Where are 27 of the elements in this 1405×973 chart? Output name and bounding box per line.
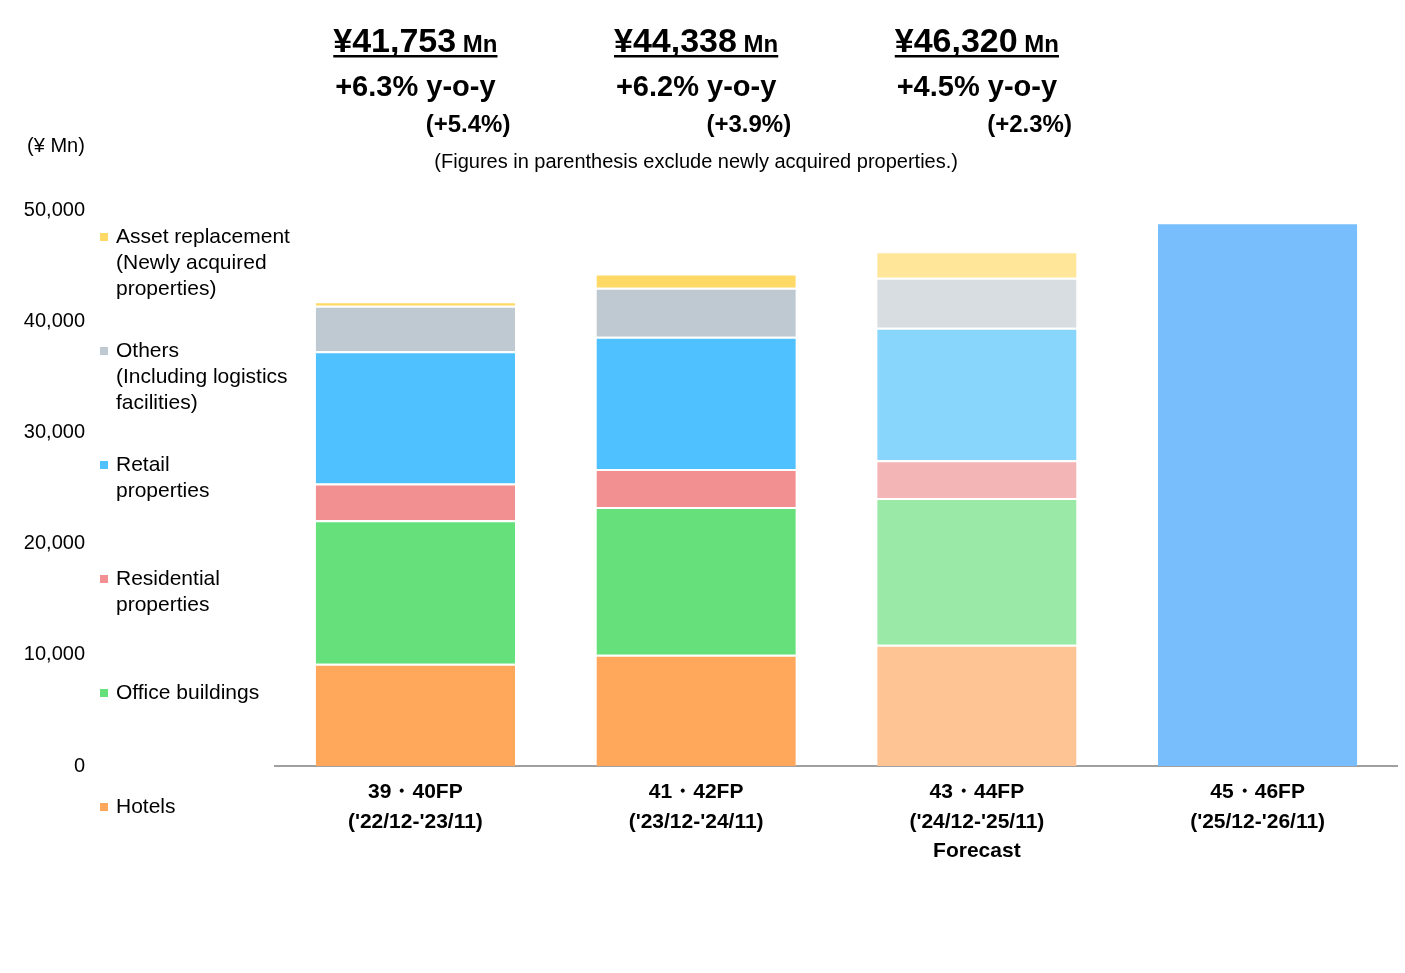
- legend-label: Residential properties: [116, 565, 220, 617]
- y-tick-label: 40,000: [23, 308, 85, 331]
- text: (+3.9%): [706, 110, 792, 137]
- legend-label: Office buildings: [116, 679, 260, 705]
- text: (+2.3%): [987, 110, 1072, 137]
- text: +4.5% y-o-y: [896, 70, 1058, 102]
- text: +6.3% y-o-y: [335, 70, 496, 102]
- legend-label: Asset replacement (Newly acquired properties): [116, 223, 290, 301]
- y-tick-label: 10,000: [23, 642, 85, 665]
- text: ¥44,338 Mn: [614, 21, 779, 59]
- text: (Figures in parenthesis exclude newly acquired properties.): [434, 150, 958, 172]
- text: (¥ Mn): [27, 134, 85, 156]
- x-tick-label: 45・46FP ('25/12-'26/11): [1190, 779, 1326, 832]
- y-tick-label: 30,000: [23, 419, 85, 442]
- legend-label: Others (Including logistics facilities): [116, 337, 288, 415]
- text: +6.2% y-o-y: [615, 70, 777, 102]
- legend-label: Hotels: [116, 793, 176, 819]
- text: (+5.4%): [425, 110, 511, 137]
- x-tick-label: 43・44FP ('24/12-'25/11) Forecast: [909, 779, 1045, 862]
- y-tick-label: 50,000: [23, 197, 85, 220]
- y-tick-label: 0: [73, 753, 85, 776]
- x-tick-label: 39・40FP ('22/12-'23/11): [347, 779, 483, 832]
- text: ¥46,320 Mn: [894, 21, 1059, 59]
- text: ¥41,753 Mn: [333, 21, 498, 59]
- x-tick-label: 41・42FP ('23/12-'24/11): [628, 779, 764, 832]
- legend-label: Retail properties: [116, 451, 210, 503]
- y-tick-label: 20,000: [23, 531, 85, 554]
